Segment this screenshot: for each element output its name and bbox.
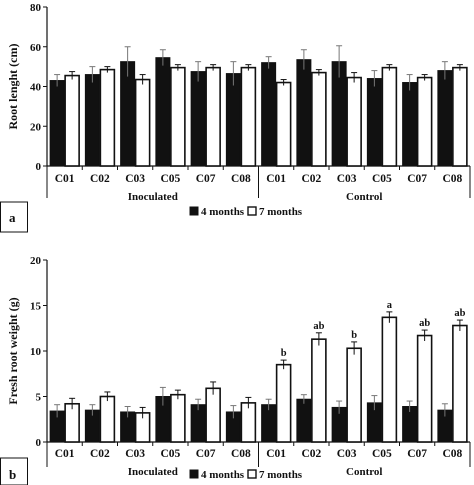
legend-label-7-months: 7 months — [259, 206, 303, 218]
bar-4-months — [296, 398, 312, 443]
bar-4-months — [225, 73, 241, 167]
y-tick-label: 15 — [30, 301, 42, 313]
category-label: C02 — [301, 173, 321, 185]
legend-swatch-4-months — [189, 469, 199, 479]
y-tick-label: 5 — [36, 392, 42, 404]
root-length-chart-panel: 0 20 40 60 80 Root lenght (cm) C01 C02 C03 C05 C07… — [0, 0, 474, 235]
panel-label: a — [9, 210, 16, 225]
group-label: Control — [346, 466, 382, 478]
bar-4-months — [437, 70, 453, 167]
category-label: C01 — [55, 173, 75, 185]
category-label: C08 — [442, 173, 462, 185]
bar-7-months — [99, 68, 116, 167]
bar-4-months — [190, 71, 206, 167]
category-label: C01 — [266, 173, 286, 185]
legend-swatch-4-months — [189, 206, 199, 216]
bar-7-months — [64, 74, 80, 167]
bar-7-months — [170, 66, 186, 167]
y-tick-label: 0 — [36, 161, 42, 173]
bar-7-months — [311, 338, 327, 443]
bar-4-months — [49, 80, 65, 167]
bar-4-months — [120, 61, 136, 167]
bar-7-months — [416, 334, 433, 443]
bar-4-months — [402, 82, 418, 167]
significance-letter: ab — [313, 321, 324, 332]
root-length-chart: 0 20 40 60 80 Root lenght (cm) C01 C02 C03 C05 C07… — [0, 2, 471, 233]
bar-7-months — [381, 316, 398, 443]
significance-letter: ab — [454, 308, 465, 319]
category-label: C02 — [301, 448, 321, 460]
panel-label: b — [9, 467, 16, 482]
category-label: C05 — [160, 448, 180, 460]
legend-label-4-months: 4 months — [201, 206, 245, 218]
bar-7-months — [346, 347, 362, 443]
y-tick-label: 60 — [30, 42, 42, 54]
group-label: Inoculated — [128, 191, 178, 203]
y-tick-label: 10 — [30, 346, 42, 358]
legend-swatch-7-months — [247, 469, 257, 479]
bar-4-months — [296, 59, 312, 167]
significance-letter: ab — [419, 318, 430, 329]
bar-7-months — [240, 66, 257, 167]
significance-letter: b — [281, 348, 287, 359]
group-label: Control — [346, 191, 382, 203]
bar-7-months — [452, 324, 468, 443]
fresh-root-weight-chart-panel: 0 5 10 15 20 Fresh root weight (g) C01 C02 C03 C0… — [0, 245, 474, 485]
bar-7-months — [416, 76, 433, 167]
category-label: C07 — [407, 448, 427, 460]
y-axis-label: Root lenght (cm) — [6, 44, 20, 130]
y-tick-label: 40 — [30, 82, 42, 94]
y-tick-label: 20 — [30, 121, 42, 133]
category-label: C05 — [372, 173, 392, 185]
bar-7-months — [275, 81, 292, 167]
y-tick-label: 80 — [30, 2, 42, 14]
bar-7-months — [381, 66, 398, 167]
bar-7-months — [205, 387, 221, 443]
y-tick-label: 20 — [30, 255, 42, 267]
category-label: C08 — [231, 448, 251, 460]
y-tick-label: 0 — [36, 437, 42, 449]
bar-7-months — [240, 402, 257, 443]
bar-7-months — [205, 66, 221, 167]
panel-label-box — [0, 201, 28, 233]
bar-4-months — [261, 62, 277, 167]
category-label: C03 — [337, 448, 357, 460]
bar-4-months — [366, 78, 382, 167]
category-label: C02 — [90, 173, 110, 185]
category-label: C02 — [90, 448, 110, 460]
category-label: C01 — [55, 448, 75, 460]
category-label: C03 — [125, 448, 145, 460]
legend-label-7-months: 7 months — [259, 469, 303, 481]
bar-4-months — [84, 74, 100, 167]
bar-7-months — [346, 76, 362, 167]
category-label: C01 — [266, 448, 286, 460]
category-label: C08 — [442, 448, 462, 460]
category-label: C07 — [196, 173, 216, 185]
bar-7-months — [99, 395, 116, 443]
significance-letter: a — [387, 300, 393, 311]
category-label: C07 — [407, 173, 427, 185]
group-label: Inoculated — [128, 466, 178, 478]
category-label: C07 — [196, 448, 216, 460]
significance-letter: b — [351, 330, 357, 341]
bar-7-months — [311, 71, 327, 167]
category-label: C05 — [372, 448, 392, 460]
bar-7-months — [134, 78, 151, 167]
bar-7-months — [452, 66, 468, 167]
bar-4-months — [190, 404, 206, 443]
legend-label-4-months: 4 months — [201, 469, 245, 481]
category-label: C03 — [337, 173, 357, 185]
bar-7-months — [64, 402, 80, 443]
category-label: C08 — [231, 173, 251, 185]
bar-7-months — [170, 393, 186, 443]
fresh-root-weight-chart: 0 5 10 15 20 Fresh root weight (g) C01 C02 C03 C0… — [0, 255, 471, 485]
category-label: C05 — [160, 173, 180, 185]
y-axis-label: Fresh root weight (g) — [6, 297, 20, 404]
panel-label-box — [0, 457, 28, 485]
bar-4-months — [155, 57, 171, 167]
category-label: C03 — [125, 173, 145, 185]
bar-7-months — [275, 363, 292, 443]
bar-4-months — [261, 404, 277, 443]
legend-swatch-7-months — [247, 206, 257, 216]
